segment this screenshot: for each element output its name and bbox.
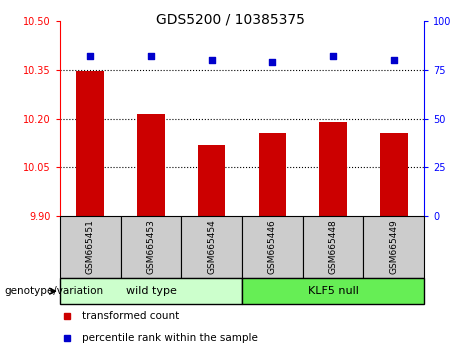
Point: [269, 59, 276, 65]
Bar: [303, 216, 363, 278]
Bar: [259, 133, 286, 216]
Text: GSM665453: GSM665453: [147, 219, 155, 274]
Bar: [181, 216, 242, 278]
Bar: [319, 122, 347, 216]
Bar: [60, 278, 242, 304]
Text: GDS5200 / 10385375: GDS5200 / 10385375: [156, 12, 305, 27]
Bar: [380, 133, 408, 216]
Text: genotype/variation: genotype/variation: [5, 286, 104, 296]
Text: GSM665454: GSM665454: [207, 219, 216, 274]
Point: [87, 53, 94, 59]
Bar: [198, 144, 225, 216]
Bar: [121, 216, 181, 278]
Text: percentile rank within the sample: percentile rank within the sample: [82, 332, 258, 343]
Text: wild type: wild type: [125, 286, 177, 296]
Bar: [60, 216, 121, 278]
Point: [147, 53, 154, 59]
Text: GSM665449: GSM665449: [389, 219, 398, 274]
Text: transformed count: transformed count: [82, 311, 179, 321]
Text: GSM665448: GSM665448: [329, 219, 337, 274]
Point: [208, 57, 215, 63]
Bar: [137, 114, 165, 216]
Point: [390, 57, 397, 63]
Text: KLF5 null: KLF5 null: [307, 286, 359, 296]
Point: [330, 53, 337, 59]
Text: GSM665446: GSM665446: [268, 219, 277, 274]
Text: GSM665451: GSM665451: [86, 219, 95, 274]
Bar: [77, 70, 104, 216]
Bar: [242, 278, 424, 304]
Bar: [242, 216, 303, 278]
Bar: [363, 216, 424, 278]
